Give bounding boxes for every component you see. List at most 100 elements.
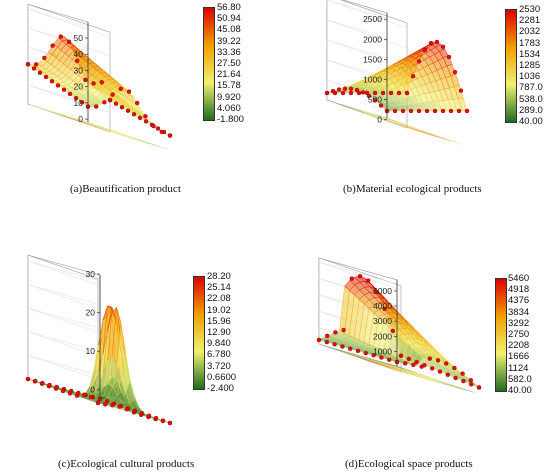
floor-contour-cell — [377, 363, 389, 368]
floor-contour-cell — [422, 132, 433, 136]
floor-contour-cell — [139, 140, 150, 144]
floor-contour-cell — [114, 131, 125, 135]
data-point — [119, 105, 125, 110]
data-point — [364, 90, 370, 96]
floor-contour-cell — [149, 143, 160, 147]
wall-gridline — [318, 261, 402, 291]
floor-contour-cell — [412, 129, 423, 133]
floor-contour-cell — [88, 399, 99, 403]
data-point — [380, 90, 386, 96]
z-tick-label: 10 — [86, 346, 96, 356]
floor-contour-cell — [371, 362, 384, 366]
floor-contour-cell — [61, 115, 72, 119]
z-tick-label: 500 — [368, 95, 382, 105]
floor-contour-cell — [415, 373, 428, 378]
floor-contour-cell — [432, 378, 444, 382]
floor-contour-cell — [94, 125, 105, 129]
floor-contour-cell — [404, 370, 416, 374]
floor-contour-cell — [347, 106, 357, 110]
floor-contour-cell — [83, 122, 94, 126]
floor-contour-cell — [414, 129, 425, 134]
data-point — [414, 359, 419, 365]
data-point — [151, 123, 156, 129]
floor-contour-cell — [386, 364, 399, 368]
floor-contour-cell — [397, 366, 409, 371]
floor-contour-cell — [87, 123, 98, 127]
floor-contour-cell — [399, 125, 410, 129]
floor-contour-cell — [414, 128, 425, 132]
floor-contour-cell — [49, 111, 60, 115]
floor-contour-cell — [397, 366, 409, 370]
floor-contour-cell — [83, 397, 94, 401]
floor-contour-cell — [78, 396, 89, 400]
floor-contour-cell — [394, 123, 405, 127]
floor-contour-cell — [405, 124, 416, 128]
data-point — [83, 77, 88, 83]
floor-contour-cell — [402, 125, 413, 129]
floor-contour-cell — [324, 346, 337, 350]
floor-contour-cell — [397, 367, 410, 371]
floor-contour-cell — [57, 114, 68, 118]
floor-contour-cell — [358, 355, 370, 359]
floor-contour-cell — [388, 119, 399, 123]
floor-contour-cell — [403, 368, 415, 373]
floor-contour-cell — [370, 360, 382, 364]
z-tick-label: 1000 — [363, 74, 382, 84]
floor-contour-cell — [398, 368, 410, 372]
floor-contour-cell — [103, 128, 114, 132]
floor-contour-cell — [331, 101, 342, 105]
data-point — [461, 378, 466, 384]
floor-contour-cell — [378, 118, 389, 122]
data-point — [43, 74, 49, 80]
floor-contour-cell — [374, 115, 385, 119]
floor-contour-cell — [383, 366, 395, 370]
colorbar-tick-label: 27.50 — [217, 58, 241, 69]
data-point — [445, 372, 451, 377]
data-point — [452, 365, 457, 371]
floor-contour-cell — [391, 120, 402, 124]
floor-contour-cell — [380, 361, 392, 366]
floor-contour-cell — [422, 131, 433, 135]
floor-contour-cell — [96, 127, 107, 131]
floor-contour-cell — [58, 113, 69, 117]
floor-contour-cell — [62, 114, 73, 118]
floor-contour-cell — [42, 108, 53, 112]
floor-contour-cell — [398, 368, 411, 373]
floor-contour-cell — [372, 115, 383, 119]
floor-contour-cell — [53, 111, 64, 115]
floor-contour-cell — [426, 376, 439, 381]
floor-contour-cell — [74, 118, 85, 122]
data-point — [110, 403, 115, 408]
floor-contour-cell — [121, 135, 132, 139]
colorbar-tick-label: 0.6600 — [207, 371, 237, 383]
colorbar-tick-label: 3.720 — [207, 360, 231, 372]
floor-contour-cell — [86, 124, 97, 128]
floor-contour-cell — [125, 135, 136, 139]
floor-contour-cell — [348, 107, 359, 111]
floor-contour-cell — [131, 137, 142, 141]
colorbar-tick-label: 40.00 — [519, 116, 543, 127]
floor-contour-cell — [389, 119, 400, 123]
floor-contour-cell — [405, 125, 416, 129]
data-point — [408, 108, 414, 114]
floor-contour-cell — [399, 370, 412, 374]
data-point — [400, 108, 406, 114]
floor-contour-cell — [359, 110, 370, 114]
data-point — [435, 358, 441, 363]
floor-contour-cell — [429, 133, 440, 137]
data-point — [143, 114, 148, 119]
floor-contour-cell — [354, 108, 365, 112]
floor-contour-cell — [132, 138, 143, 142]
colorbar-tick-label: 2032 — [519, 26, 541, 38]
floor-contour-cell — [409, 370, 421, 374]
floor-contour-cell — [415, 128, 426, 133]
floor-contour-cell — [92, 125, 103, 129]
floor-contour-cell — [410, 373, 423, 377]
floor-contour-cell — [369, 359, 382, 363]
floor-contour-cell — [376, 361, 388, 366]
floor-contour-cell — [59, 113, 70, 117]
floor-contour-cell — [66, 115, 77, 119]
floor-contour-cell — [394, 121, 405, 125]
floor-contour-cell — [115, 133, 126, 137]
floor-contour-cell — [133, 138, 144, 142]
